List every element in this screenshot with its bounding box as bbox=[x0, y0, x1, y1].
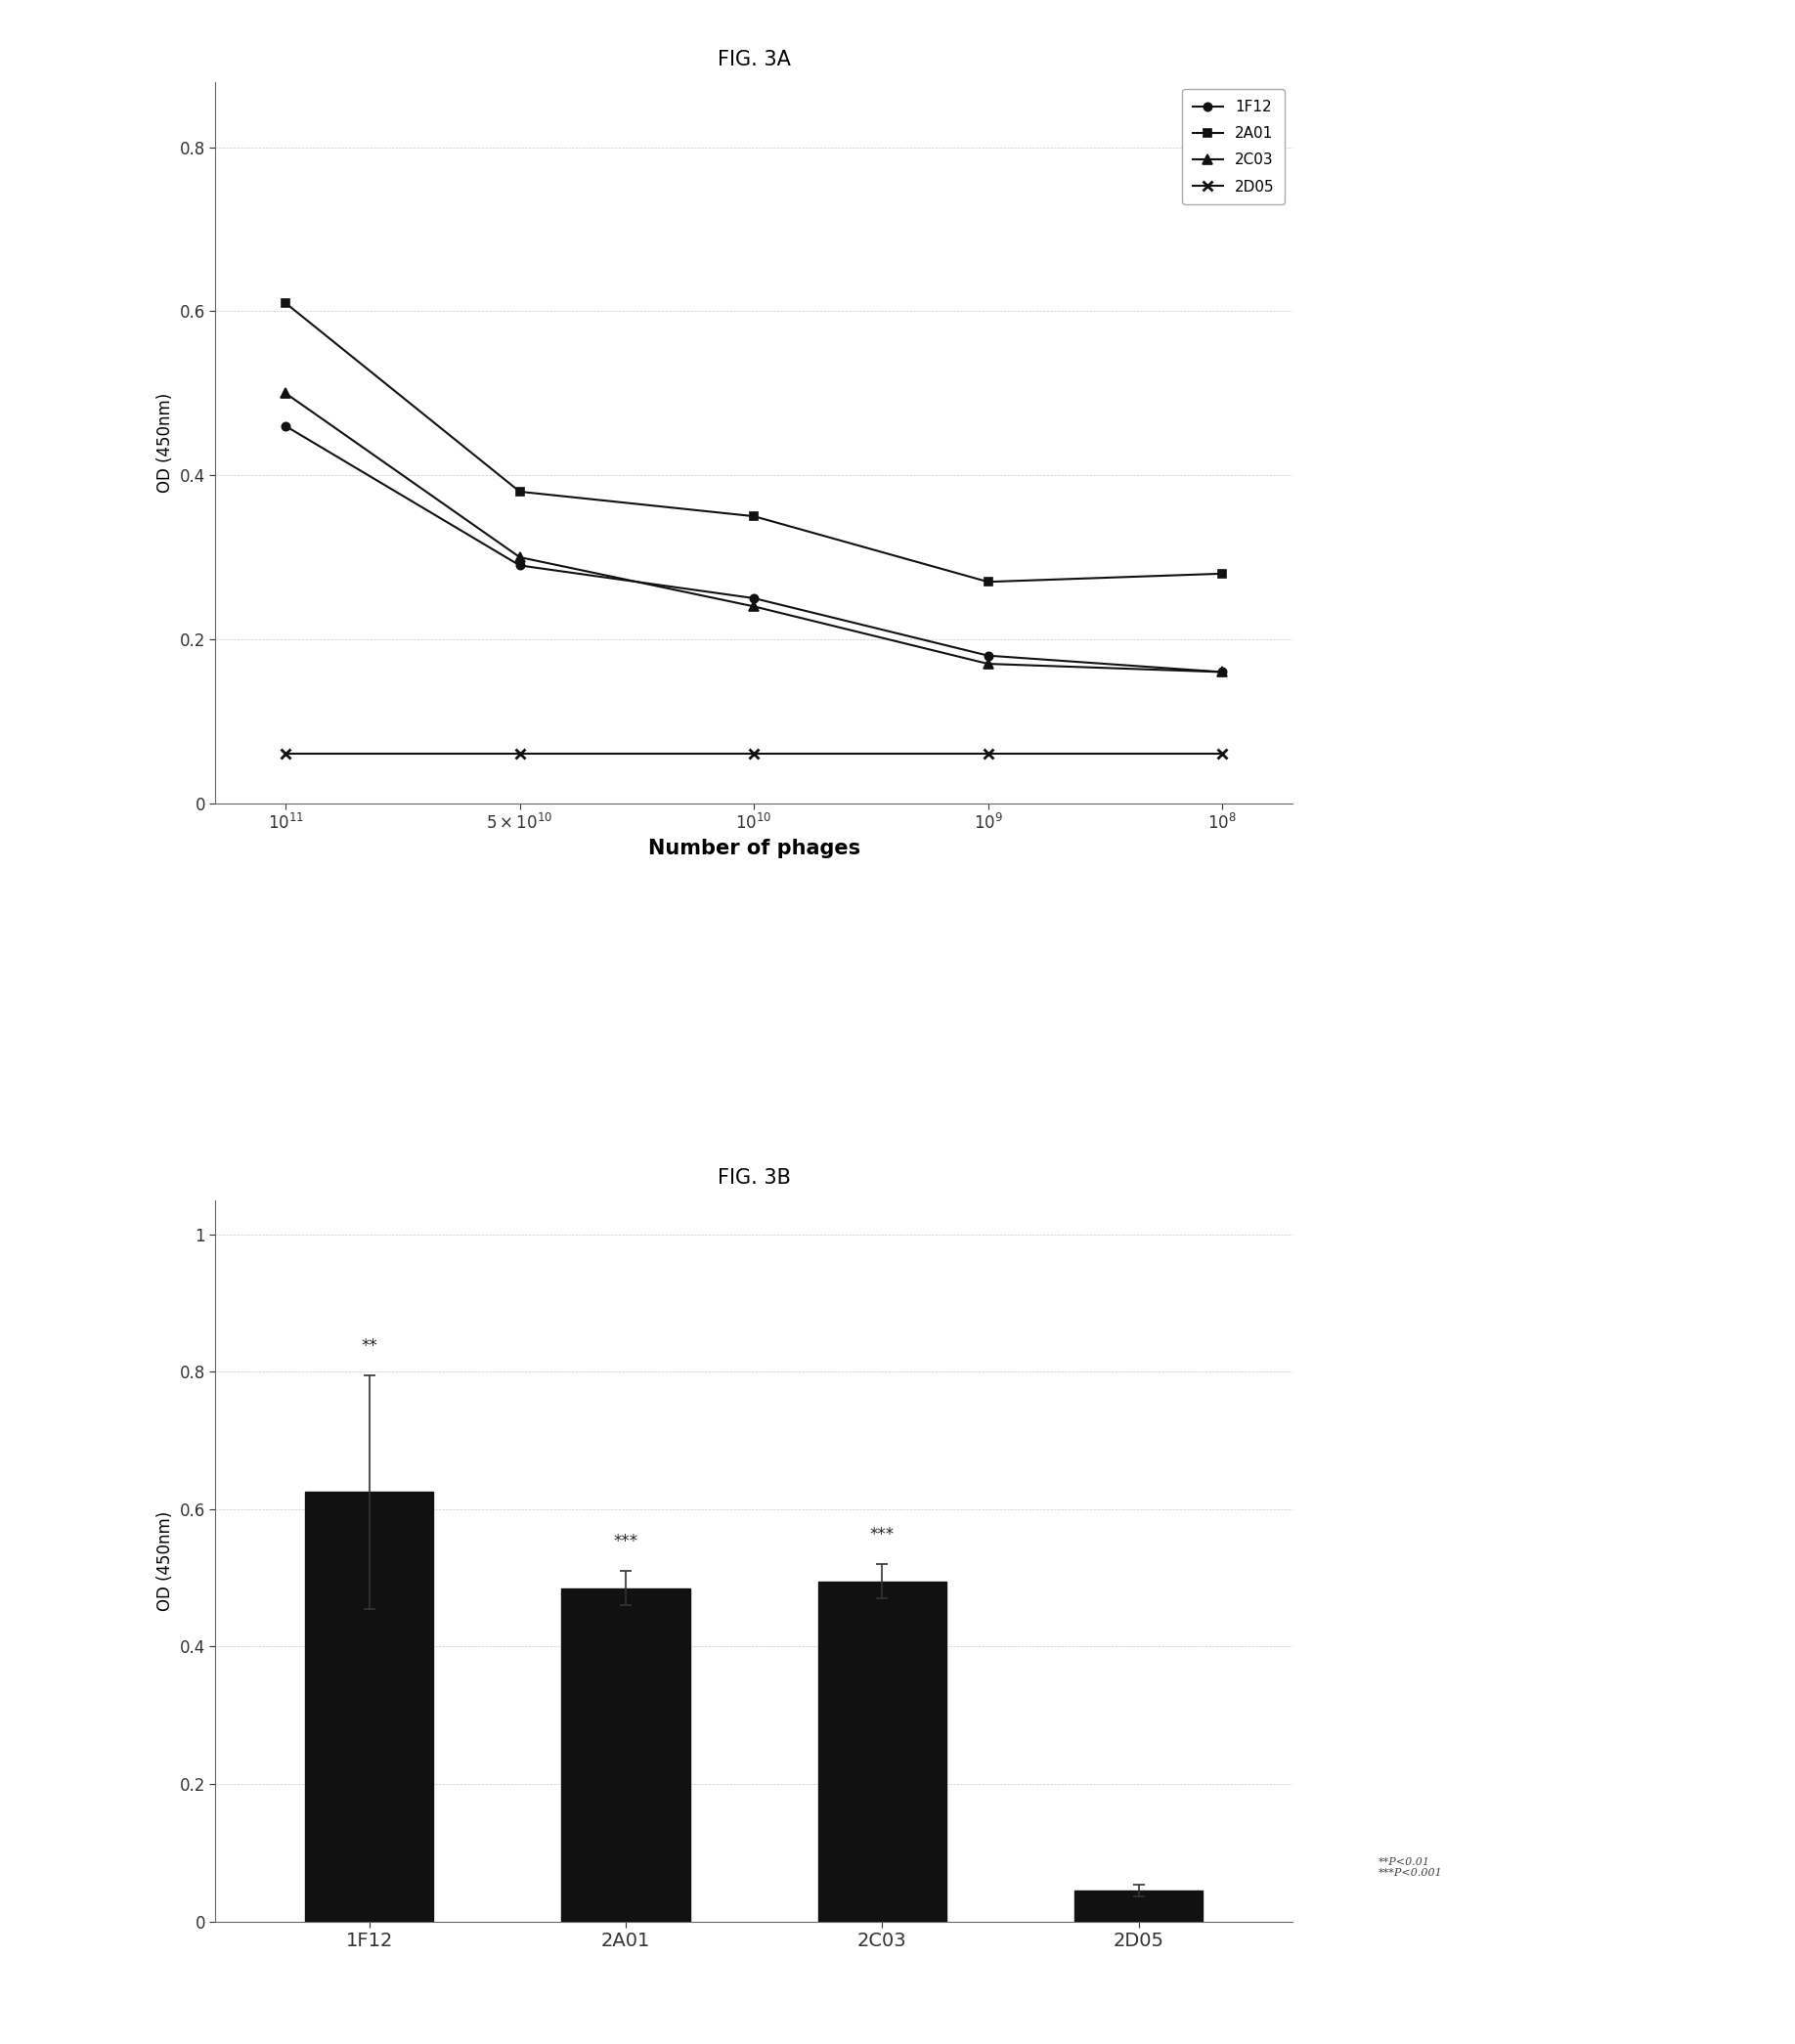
2D05 bbox=[743, 742, 765, 766]
Line: 2C03: 2C03 bbox=[280, 388, 1228, 677]
2C03 bbox=[1212, 660, 1233, 685]
Bar bbox=[562, 1588, 689, 1921]
Y-axis label: OD (450nm): OD (450nm) bbox=[156, 392, 174, 493]
2A01 bbox=[510, 480, 531, 505]
2D05 bbox=[510, 742, 531, 766]
Bar bbox=[1075, 1891, 1203, 1921]
2C03 bbox=[976, 652, 998, 677]
2C03 bbox=[510, 546, 531, 570]
2A01 bbox=[976, 570, 998, 595]
Text: **: ** bbox=[361, 1337, 377, 1355]
Bar bbox=[819, 1582, 946, 1921]
Y-axis label: OD (450nm): OD (450nm) bbox=[156, 1511, 174, 1611]
Text: ***: *** bbox=[614, 1533, 637, 1549]
1F12 bbox=[1212, 660, 1233, 685]
2C03 bbox=[275, 380, 296, 405]
Title: FIG. 3B: FIG. 3B bbox=[718, 1167, 790, 1188]
2A01 bbox=[1212, 562, 1233, 587]
2A01 bbox=[275, 290, 296, 315]
Bar bbox=[305, 1492, 433, 1921]
2D05 bbox=[275, 742, 296, 766]
Text: **P<0.01
***P<0.001: **P<0.01 ***P<0.001 bbox=[1379, 1856, 1443, 1878]
2C03 bbox=[743, 595, 765, 619]
Legend: 1F12, 2A01, 2C03, 2D05: 1F12, 2A01, 2C03, 2D05 bbox=[1183, 90, 1285, 204]
Line: 2A01: 2A01 bbox=[282, 298, 1226, 587]
1F12 bbox=[743, 587, 765, 611]
2D05 bbox=[1212, 742, 1233, 766]
Text: ***: *** bbox=[871, 1527, 894, 1543]
Title: FIG. 3A: FIG. 3A bbox=[718, 49, 790, 69]
Line: 1F12: 1F12 bbox=[282, 421, 1226, 677]
X-axis label: Number of phages: Number of phages bbox=[648, 838, 860, 858]
1F12 bbox=[976, 644, 998, 668]
1F12 bbox=[510, 554, 531, 578]
1F12 bbox=[275, 413, 296, 437]
Line: 2D05: 2D05 bbox=[280, 750, 1228, 758]
2D05 bbox=[976, 742, 998, 766]
2A01 bbox=[743, 505, 765, 529]
